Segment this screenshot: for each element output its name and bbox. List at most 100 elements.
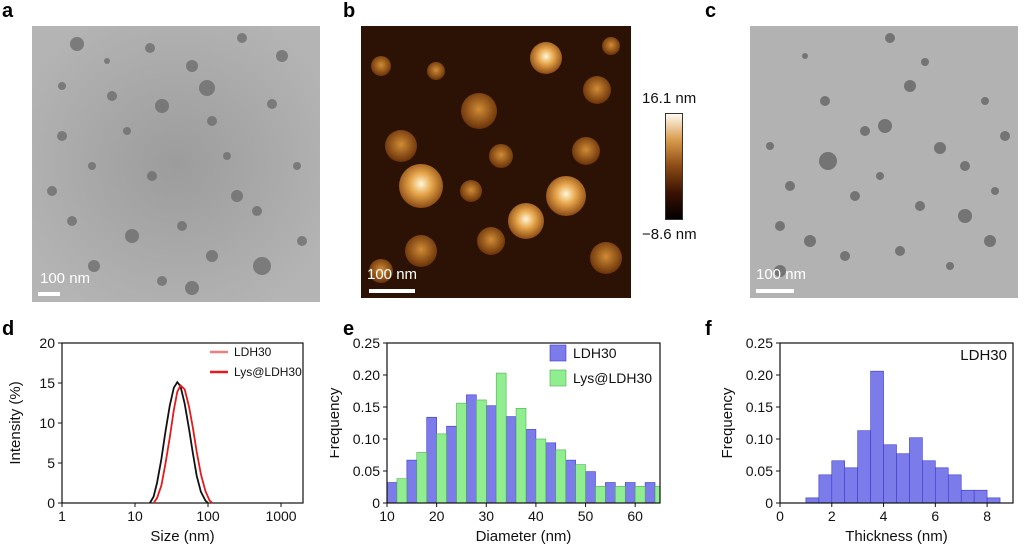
e-bar-ldh30 bbox=[485, 405, 497, 504]
colorbar-min-label: −8.6 nm bbox=[642, 226, 697, 243]
d-xtick-label: 1 bbox=[58, 508, 66, 524]
e-ylabel: Frequency bbox=[330, 387, 343, 458]
d-xtick-label: 10 bbox=[127, 508, 143, 524]
f-ytick-label: 0.05 bbox=[746, 463, 773, 479]
f-annotation: LDH30 bbox=[960, 347, 1007, 364]
e-bar-ldh30 bbox=[585, 471, 596, 504]
e-legend-label: Lys@LDH30 bbox=[573, 370, 652, 386]
e-bar-lys-ldh30 bbox=[615, 486, 626, 504]
f-bar-ldh30 bbox=[844, 467, 858, 504]
f-plot-frame bbox=[779, 342, 1014, 504]
e-bar-ldh30 bbox=[466, 394, 477, 504]
f-bar-ldh30 bbox=[935, 467, 949, 504]
scalebar-c bbox=[756, 289, 794, 293]
tem-image-c: 100 nm bbox=[750, 26, 1018, 298]
d-ytick-label: 5 bbox=[47, 455, 55, 471]
f-bar-ldh30 bbox=[947, 474, 962, 504]
f-bar-ldh30 bbox=[870, 370, 884, 504]
e-legend-label: LDH30 bbox=[573, 345, 617, 361]
f-bar-ldh30 bbox=[857, 430, 871, 504]
panel-letter-d: d bbox=[2, 318, 15, 340]
f-ytick-label: 0.15 bbox=[746, 399, 773, 415]
d-ytick-label: 0 bbox=[47, 495, 55, 511]
d-legend-label: LDH30 bbox=[234, 345, 272, 359]
e-xlabel: Diameter (nm) bbox=[476, 528, 572, 545]
e-bar-ldh30 bbox=[624, 482, 636, 504]
d-xlabel: Size (nm) bbox=[150, 528, 214, 545]
e-legend-swatch bbox=[549, 344, 567, 362]
e-xtick-label: 40 bbox=[528, 508, 544, 524]
e-bar-lys-ldh30 bbox=[535, 438, 547, 504]
e-bar-lys-ldh30 bbox=[476, 399, 487, 504]
d-legend-label: Lys@LDH30 bbox=[234, 365, 302, 379]
e-bar-lys-ldh30 bbox=[654, 486, 661, 504]
f-xtick-label: 4 bbox=[880, 508, 888, 524]
e-bar-lys-ldh30 bbox=[416, 452, 428, 504]
chart-d-dls: 1 10 100 1000 0 5 10 15 20 Size (nm) Intensity (%)… bbox=[7, 335, 304, 545]
e-bar-ldh30 bbox=[426, 416, 437, 504]
e-bar-ldh30 bbox=[386, 482, 398, 504]
f-bar-ldh30 bbox=[973, 489, 988, 504]
e-plot-frame bbox=[386, 342, 661, 504]
panel-letter-a: a bbox=[2, 0, 14, 22]
e-ytick-label: 0 bbox=[372, 495, 380, 511]
f-bar-ldh30 bbox=[986, 497, 1001, 504]
e-legend-swatch bbox=[549, 369, 567, 387]
f-xtick-label: 0 bbox=[776, 508, 784, 524]
scalebar-label-b: 100 nm bbox=[367, 266, 418, 283]
f-bar-ldh30 bbox=[883, 444, 897, 504]
panel-letter-e: e bbox=[343, 318, 355, 340]
e-bar-ldh30 bbox=[446, 425, 457, 504]
e-ytick-label: 0.25 bbox=[353, 335, 380, 351]
e-ytick-label: 0.15 bbox=[353, 399, 380, 415]
f-ylabel: Frequency bbox=[719, 387, 736, 458]
chart-f-thickness-histogram: 0 2 4 6 8 0 0.05 0.10 0.15 0.20 0.25 Thickness (nm)… bbox=[719, 335, 1014, 545]
panel-letter-c: c bbox=[705, 0, 717, 22]
tem-image-a: 100 nm bbox=[32, 26, 320, 302]
e-bar-ldh30 bbox=[545, 442, 557, 504]
e-bar-ldh30 bbox=[605, 482, 616, 504]
e-bar-ldh30 bbox=[525, 429, 537, 504]
e-xtick-label: 20 bbox=[429, 508, 445, 524]
e-bar-lys-ldh30 bbox=[515, 407, 527, 504]
e-bar-lys-ldh30 bbox=[575, 464, 586, 504]
f-bar-ldh30 bbox=[805, 497, 820, 504]
afm-colorbar bbox=[665, 113, 683, 220]
e-bar-lys-ldh30 bbox=[634, 486, 646, 504]
f-xtick-label: 2 bbox=[828, 508, 836, 524]
e-bar-lys-ldh30 bbox=[595, 486, 606, 504]
f-bar-ldh30 bbox=[922, 460, 936, 504]
e-bar-lys-ldh30 bbox=[436, 433, 447, 504]
scalebar-label-c: 100 nm bbox=[756, 266, 807, 283]
f-bar-ldh30 bbox=[818, 474, 833, 504]
e-bar-lys-ldh30 bbox=[396, 478, 408, 504]
f-bar-ldh30 bbox=[896, 453, 910, 504]
d-ylabel: Intensity (%) bbox=[7, 381, 24, 464]
e-bar-lys-ldh30 bbox=[456, 402, 467, 504]
f-ytick-label: 0.25 bbox=[746, 335, 773, 351]
afm-image-b: 100 nm bbox=[361, 26, 631, 298]
tem-image-a-texture bbox=[32, 26, 320, 302]
d-series-line-ldh30 bbox=[149, 380, 209, 504]
d-xtick-label: 1000 bbox=[265, 508, 296, 524]
e-ytick-label: 0.05 bbox=[353, 463, 380, 479]
chart-e-diameter-histogram: 10 20 30 40 50 60 0 0.05 0.10 0.15 0.20 0.25 Diamete… bbox=[330, 335, 661, 545]
colorbar-max-label: 16.1 nm bbox=[642, 90, 697, 107]
d-ytick-label: 20 bbox=[39, 335, 55, 351]
f-ytick-label: 0.10 bbox=[746, 431, 773, 447]
d-xtick-label: 100 bbox=[196, 508, 220, 524]
f-bar-ldh30 bbox=[831, 460, 846, 504]
afm-image-b-texture bbox=[361, 26, 631, 298]
e-ytick-label: 0.20 bbox=[353, 367, 380, 383]
e-bar-lys-ldh30 bbox=[555, 449, 566, 504]
d-ytick-label: 15 bbox=[39, 375, 55, 391]
f-xtick-label: 8 bbox=[983, 508, 991, 524]
e-xtick-label: 50 bbox=[578, 508, 594, 524]
scalebar-label-a: 100 nm bbox=[40, 270, 91, 287]
f-bar-ldh30 bbox=[909, 437, 923, 504]
f-xlabel: Thickness (nm) bbox=[845, 528, 948, 545]
d-series-line-lys-ldh30 bbox=[152, 383, 213, 504]
f-bar-ldh30 bbox=[960, 489, 975, 504]
e-bar-ldh30 bbox=[565, 459, 576, 504]
scalebar-b bbox=[369, 289, 415, 293]
